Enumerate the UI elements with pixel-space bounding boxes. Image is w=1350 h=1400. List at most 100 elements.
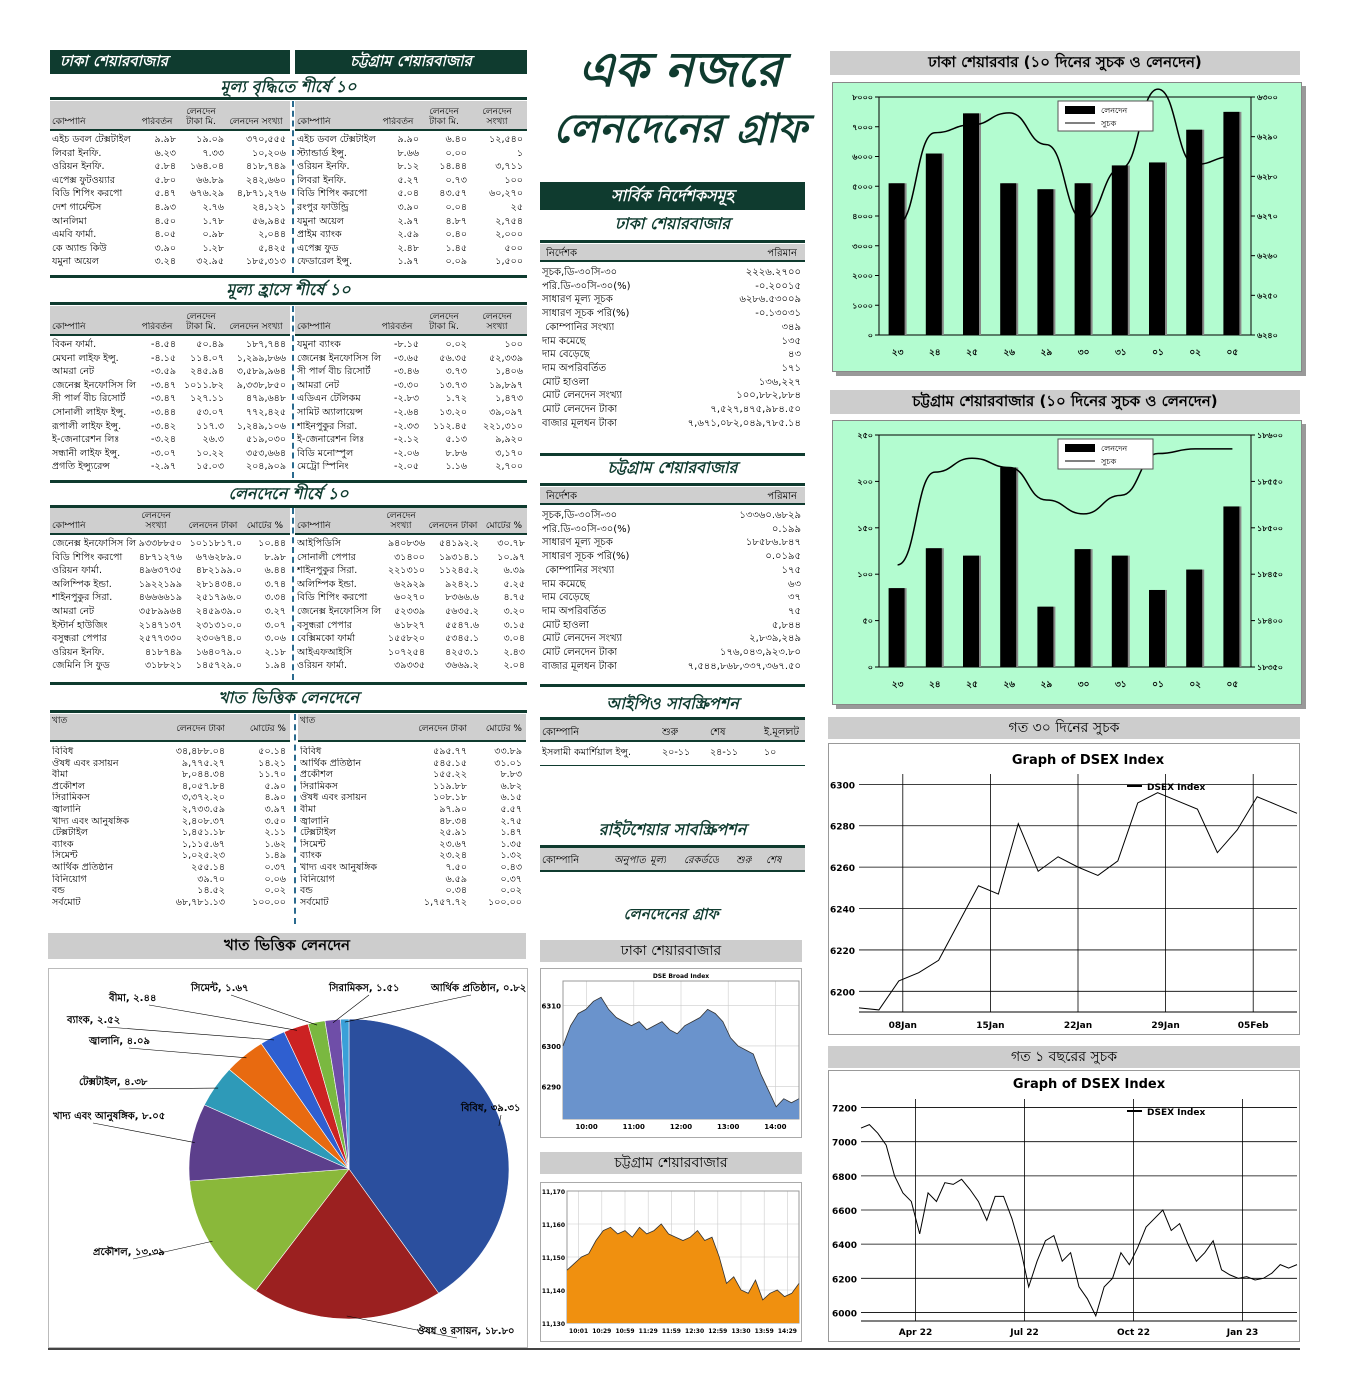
volume-dse-row: শাইনপুকুর সিরা. ৪৬৬৬৬১৯ ২৫১৭৯৬.০ ৩.৩৪ — [50, 591, 290, 605]
indicator-value: ১৭৬,০৪৩,৯২৩.৮০ — [719, 647, 801, 658]
indices-dse-rule — [540, 240, 805, 243]
gainers-dse-cell: ৬৬.৮৯ — [196, 174, 224, 186]
legend: লেনদেন সুচক — [1057, 438, 1154, 470]
sector-cell: ৪৮.৩৪ — [439, 815, 467, 827]
volume-bottom-rule — [50, 682, 527, 685]
losers-dse-cell: ১৫.০৩ — [196, 461, 224, 473]
volume-dse-cell: বসুন্ধরা পেপার — [52, 633, 107, 645]
volume-cse-row: সোনালী পেপার ৩১৪০০ ১৯৩১৪.১ ১০.৯৭ — [295, 551, 527, 565]
gainers-bottom-rule — [50, 275, 527, 278]
sector-cell: ৩.৫০ — [264, 815, 286, 827]
sector-cell: বিনিয়োগ — [300, 873, 335, 885]
sector-cell: ৬.৫৯ — [445, 873, 467, 885]
indices-dse-row: মোট লেনদেন সংখ্যা ১০০,৮৮২,৮৮৪ — [540, 389, 805, 403]
rights-header: কোম্পানি অনুপাত মূল্য রেকর্ডডে শুরু শেষ — [540, 848, 805, 872]
sector-dse-row: টেক্সটাইল ১,৪৫১.১৮ ২.১১ — [50, 827, 290, 839]
gainers-dse-cell: লিবরা ইনফি. — [52, 147, 102, 159]
indices-dse-row: দাম অপরিবর্তিত ১৭১ — [540, 362, 805, 376]
sector-dse-row: বিনিয়োগ ৩৯.৭০ ০.০৬ — [50, 874, 290, 886]
volume-cse-cell: ৩.১৫ — [503, 619, 525, 631]
sector-pie-chart: বিবিধ, ৩৯.৩১ ঔষধ ও রসায়ন, ১৮.৮০ প্রকৌশল, … — [52, 980, 526, 1339]
losers-dse-cell: ৭৭২,৪২৫ — [245, 407, 286, 418]
volume-cse-cell: ৩০.৭৮ — [497, 538, 525, 549]
indicator-name: কোম্পানির সংখ্যা — [542, 564, 615, 576]
losers-dse-cell: -৩.০৭ — [151, 447, 176, 459]
gainers-dse-col-3: লেনদেন সংখ্যা — [229, 117, 283, 127]
volume-dse-cell: জেমিনি সি ফুড — [52, 660, 110, 672]
indices-dse-sub: ঢাকা শেয়ারবাজার — [614, 214, 731, 233]
pie-leader — [332, 994, 370, 1024]
volume-dse-cell: ৪৯৬৩৭৩৫ — [138, 565, 182, 577]
sector-cell: বিবিধ — [52, 746, 74, 757]
gainers-cse-row: লিবরা ইনফি. ৫.২৭ ০.৭৩ ১০০ — [295, 174, 527, 188]
gainers-cse-cell: ২.৯৭ — [397, 215, 419, 227]
sector-cell: ৩৩.৮৯ — [494, 746, 522, 757]
indicator-name: মোট হাওলা — [542, 376, 590, 388]
losers-cse-cell: ২২১,৩১০ — [482, 420, 523, 432]
gainers-cse-cell: ১ — [516, 147, 523, 159]
y-tick-label: 6300 — [830, 781, 855, 791]
losers-cse-cell: -২.১২ — [394, 434, 419, 446]
sector-cell: ৩,৩৭২.২০ — [181, 792, 225, 804]
volume-cse-cell: বেক্সিমকো ফার্মা — [297, 633, 356, 645]
sector-cell: ৫৯৫.৭৭ — [433, 746, 467, 757]
losers-dse-header-row: কোম্পানি পরিবর্তন লেনদেন টাকা মি. লেনদেন সং… — [50, 306, 290, 336]
main-title-1: এক নজরে — [577, 42, 783, 98]
bar — [888, 183, 905, 335]
gainers-cse-cell: ২.৫৯ — [397, 229, 419, 241]
y-tick-label: 6260 — [830, 864, 855, 874]
pie-leader — [132, 1240, 213, 1260]
volume-dse-cell: ৩১৮৮২১ — [144, 660, 182, 672]
sector-cell: ০.৩৪ — [445, 885, 467, 897]
cse-intraday-chart: 11,130 11,140 11,150 11,160 11,170 10:01 10:29… — [542, 1189, 800, 1335]
gainers-dse-cell: ০.৯৮ — [202, 229, 224, 241]
pie-leader — [106, 1026, 275, 1041]
sector-cse-row: বীমা ৯৭.৯০ ৫.৫৭ — [298, 804, 526, 816]
sector-cell: ঔষধ এবং রসায়ন — [52, 757, 119, 769]
gainers-dse-cell: যমুনা অয়েল — [52, 256, 99, 268]
gainers-dse-cell: ৪.৯৩ — [154, 202, 176, 213]
ipo-cell: ২৪-১১ — [710, 747, 739, 758]
gainers-dse-cell: ৩৭০,৫৫৫ — [245, 134, 286, 145]
losers-cse-cell: -২.০৫ — [394, 461, 419, 473]
y-tick-label: ৬০০০ — [852, 153, 873, 162]
volume-cse-cell: ১৯৩১৪.১ — [438, 551, 479, 563]
gainers-dse-cell: ৪.০৫ — [154, 229, 176, 241]
losers-cse-cell: মেট্রো স্পিনিং — [297, 461, 349, 473]
losers-cse-cell: -২.৩৩ — [394, 420, 419, 432]
dsex-line — [858, 792, 1298, 1011]
gainers-cse-col-0: কোম্পানি — [297, 117, 331, 127]
y2-tick-label: ১৮৬০০ — [1257, 431, 1283, 440]
losers-dse-cell: ২৪৫.৯৪ — [190, 366, 224, 378]
x-tick-label: 29Jan — [1151, 1021, 1179, 1031]
gainers-dse-row: লিবরা ইনফি. ৬.২৩ ৭.৩৩ ১০,২০৬ — [50, 147, 290, 161]
sector-col-1: লেনদেন টাকা — [418, 724, 467, 734]
losers-cse-cell: ৯,৯২০ — [495, 434, 523, 446]
cse-10day-chart: ০৫০১০০১৫০২০০২৫০১৮৩৫০১৮৪০০১৮৪৫০১৮৫০০১৮৫৫০… — [857, 431, 1283, 690]
indices-cse-row: দাম বেড়েছে ৩৭ — [540, 591, 805, 605]
gainers-dse-cell: এইচ ডবল টেক্সটাইল — [52, 134, 131, 145]
gainers-cse-cell: ৫.০৪ — [397, 188, 419, 200]
indicator-value: ৪৩ — [788, 349, 801, 361]
area-line — [566, 1223, 800, 1301]
x-tick-label: 10:01 — [569, 1328, 588, 1335]
volume-dse-cell: ৬৭৬২৮৯.০ — [195, 551, 242, 563]
sector-cell: প্রকৌশল — [52, 780, 85, 792]
sector-cell: ২.৭৫ — [500, 815, 522, 827]
volume-cse-header-row: কোম্পানি লেনদেন সংখ্যা লেনদেন টাকা মোটের % — [295, 508, 527, 535]
indicator-name: দাম বেড়েছে — [542, 349, 590, 361]
volume-dse-row: অলিম্পিক ইন্ডা. ১৯২২১৯৯ ২৮১৪৩৪.০ ৩.৭৪ — [50, 578, 290, 592]
indices-dse-row: পরি.ডি-৩০সি-৩০(%) -০.২০০১৫ — [540, 280, 805, 294]
dsex-30day-chart-frame: Graph of DSEX Index 6200 6220 6240 6260 6280 6… — [828, 743, 1300, 1035]
losers-cse-cell: সী পার্ল বীচ রিসোর্ট — [297, 366, 371, 378]
indicator-name: মোট লেনদেন টাকা — [542, 647, 618, 658]
losers-dse-cell: ১,২৯৯,৮৬৬ — [236, 352, 286, 364]
volume-title: লেনদেনে শীর্ষে ১০ — [228, 484, 349, 503]
gainers-cse-cell: প্রাইম ব্যাংক — [297, 229, 342, 241]
dse-intraday-frame: DSE Broad Index 6290 6300 6310 10:00 11:00 12:… — [540, 968, 802, 1138]
x-tick-label: ০২ — [1189, 680, 1201, 690]
volume-cse-row: বিডি শিপিং করপো ৬০২৭০ ৮৩৬৬.৬ ৪.৭৫ — [295, 591, 527, 605]
gainers-cse-cell: ০.০০ — [445, 147, 467, 159]
y-tick-label: ৫০০০ — [852, 182, 873, 191]
y2-tick-label: ১৮৫৫০ — [1257, 477, 1283, 486]
